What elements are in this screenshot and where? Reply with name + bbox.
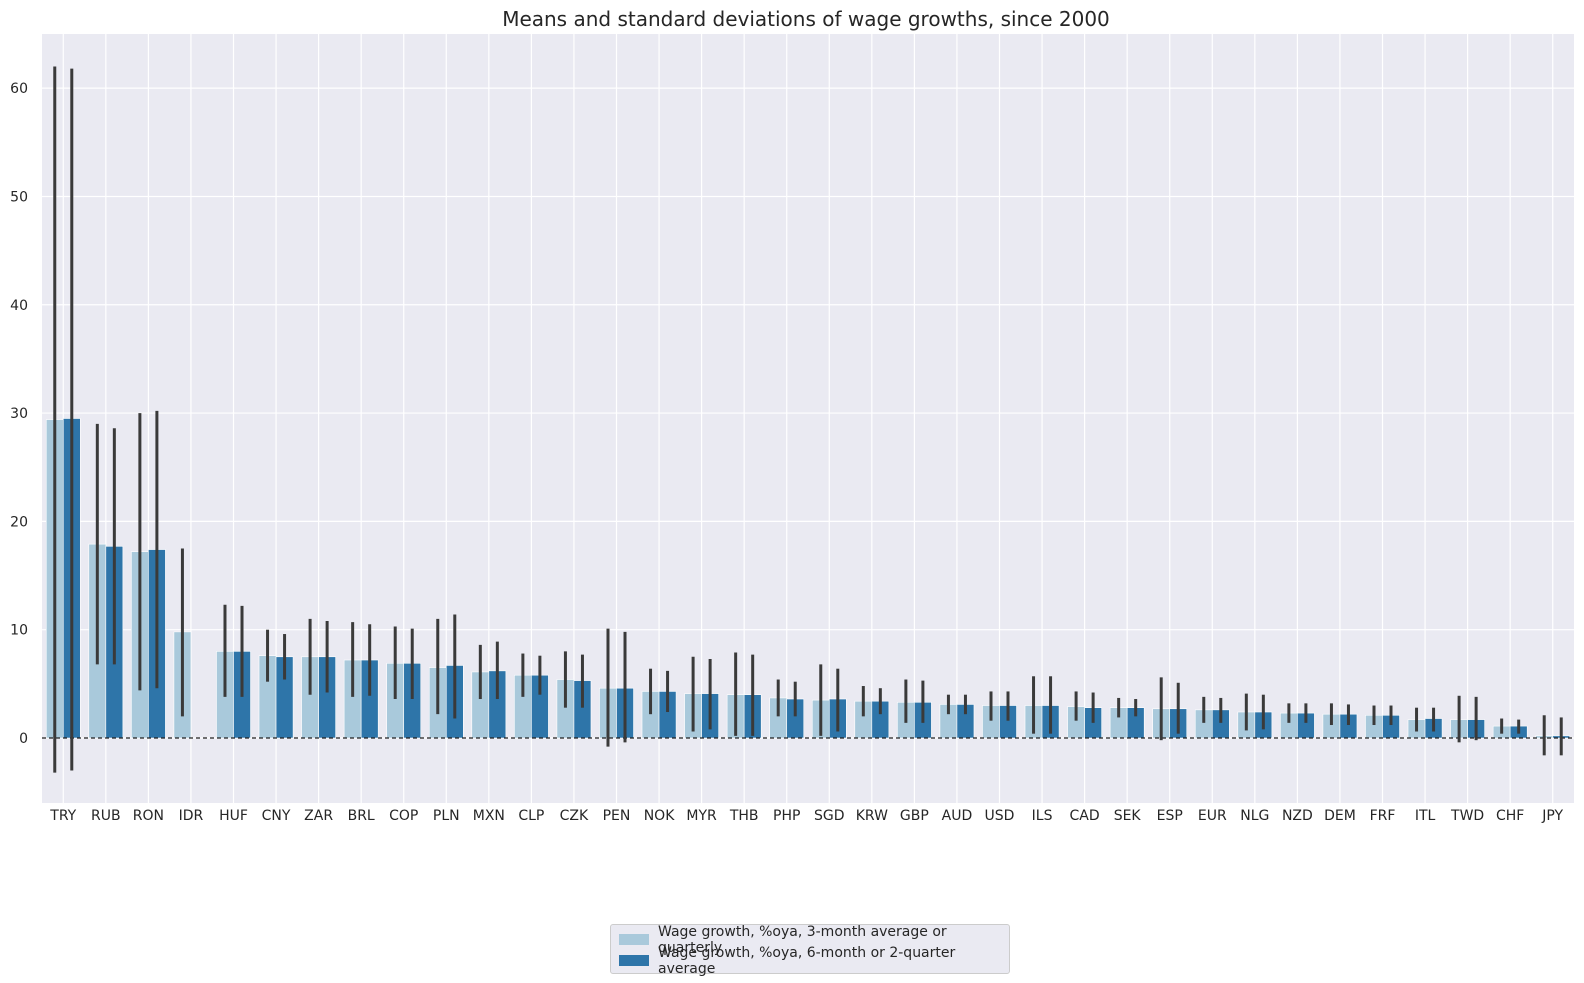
legend-swatch	[619, 955, 649, 966]
x-tick-label: ZAR	[304, 808, 333, 824]
x-tick-label: SGD	[814, 808, 845, 824]
x-tick-label: RUB	[91, 808, 121, 824]
plot-area	[42, 34, 1574, 803]
x-tick-label: CAD	[1070, 808, 1100, 824]
x-tick-label: TRY	[49, 808, 76, 824]
y-tick-label: 60	[10, 81, 28, 97]
x-tick-label: TWD	[1450, 808, 1484, 824]
x-tick-label: PLN	[433, 808, 460, 824]
x-tick-label: NLG	[1240, 808, 1269, 824]
x-tick-label: BRL	[348, 808, 375, 824]
x-tick-label: USD	[985, 808, 1015, 824]
x-tick-label: ESP	[1157, 808, 1183, 824]
x-tick-label: NOK	[644, 808, 675, 824]
x-tick-label: SEK	[1114, 808, 1142, 824]
x-tick-label: AUD	[942, 808, 973, 824]
x-tick-label: CZK	[560, 808, 589, 824]
x-tick-label: CNY	[262, 808, 291, 824]
y-axis-ticks: 0 10 20 30 40 50 60	[10, 81, 28, 747]
chart-title: Means and standard deviations of wage gr…	[502, 7, 1110, 31]
x-tick-label: THB	[729, 808, 759, 824]
x-tick-label: DEM	[1324, 808, 1356, 824]
legend: Wage growth, %oya, 3-month average or qu…	[610, 924, 1010, 977]
x-tick-label: KRW	[856, 808, 888, 824]
legend-label: Wage growth, %oya, 3-month average or qu…	[658, 923, 947, 956]
x-tick-label: CLP	[518, 808, 544, 824]
error-bars	[53, 66, 1563, 773]
x-tick-label: EUR	[1198, 808, 1227, 824]
x-tick-label: JPY	[1541, 808, 1563, 824]
x-tick-label: MYR	[686, 808, 717, 824]
x-tick-label: IDR	[179, 808, 204, 824]
legend-item: Wage growth, %oya, 3-month average or qu…	[619, 924, 1001, 956]
x-tick-label: ITL	[1415, 808, 1436, 824]
x-tick-label: ILS	[1032, 808, 1053, 824]
x-tick-label: COP	[389, 808, 418, 824]
x-tick-label: CHF	[1496, 808, 1524, 824]
x-tick-label: HUF	[219, 808, 248, 824]
x-tick-label: GBP	[900, 808, 929, 824]
y-tick-label: 30	[10, 406, 28, 422]
y-tick-label: 20	[10, 514, 28, 530]
x-tick-label: RON	[133, 808, 164, 824]
y-tick-label: 40	[10, 298, 28, 314]
x-axis-ticks: TRY RUB RON IDR HUF CNY ZAR BRL COP PLN MXN CLP CZK P…	[49, 808, 1563, 824]
x-tick-label: FRF	[1370, 808, 1396, 824]
y-tick-label: 0	[19, 731, 28, 747]
legend-item: Wage growth, %oya, 6-month or 2-quarter …	[619, 945, 1001, 977]
y-tick-label: 50	[10, 189, 28, 205]
x-tick-label: PEN	[603, 808, 631, 824]
x-tick-label: MXN	[473, 808, 505, 824]
y-tick-label: 10	[10, 623, 28, 639]
legend-label: Wage growth, %oya, 6-month or 2-quarter …	[658, 944, 956, 977]
x-tick-label: PHP	[773, 808, 800, 824]
x-tick-label: NZD	[1282, 808, 1313, 824]
legend-swatch	[619, 934, 649, 945]
